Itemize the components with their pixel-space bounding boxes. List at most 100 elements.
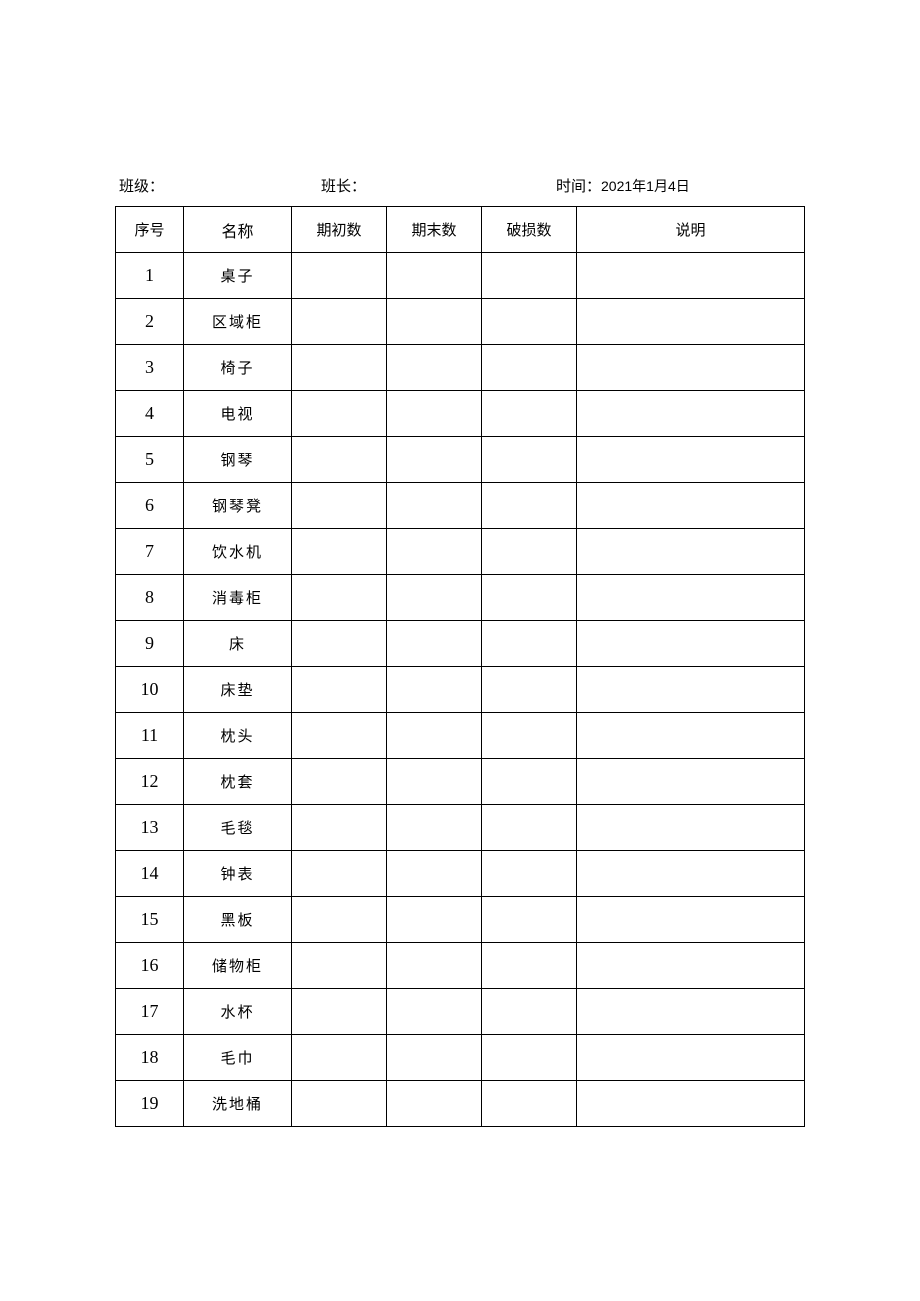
table-row: 10床垫 xyxy=(116,667,805,713)
cell-note xyxy=(577,713,805,759)
table-row: 12枕套 xyxy=(116,759,805,805)
cell-damage xyxy=(482,345,577,391)
cell-end xyxy=(387,621,482,667)
table-row: 3椅子 xyxy=(116,345,805,391)
table-row: 14钟表 xyxy=(116,851,805,897)
cell-start xyxy=(292,299,387,345)
cell-seq: 8 xyxy=(116,575,184,621)
cell-damage xyxy=(482,943,577,989)
cell-seq: 9 xyxy=(116,621,184,667)
table-row: 16储物柜 xyxy=(116,943,805,989)
cell-name: 床 xyxy=(184,621,292,667)
cell-damage xyxy=(482,897,577,943)
class-label: 班级： xyxy=(119,175,321,196)
cell-end xyxy=(387,943,482,989)
cell-name: 饮水机 xyxy=(184,529,292,575)
cell-end xyxy=(387,299,482,345)
cell-name: 毛巾 xyxy=(184,1035,292,1081)
cell-name: 黑板 xyxy=(184,897,292,943)
cell-damage xyxy=(482,299,577,345)
date-label: 时间： xyxy=(556,179,601,195)
col-header-seq: 序号 xyxy=(116,207,184,253)
cell-damage xyxy=(482,621,577,667)
cell-end xyxy=(387,1035,482,1081)
cell-seq: 18 xyxy=(116,1035,184,1081)
cell-seq: 14 xyxy=(116,851,184,897)
cell-end xyxy=(387,575,482,621)
cell-seq: 2 xyxy=(116,299,184,345)
cell-damage xyxy=(482,529,577,575)
cell-seq: 15 xyxy=(116,897,184,943)
cell-damage xyxy=(482,667,577,713)
cell-start xyxy=(292,345,387,391)
cell-seq: 3 xyxy=(116,345,184,391)
page-container: 班级： 班长： 时间：2021年1月4日 序号 名称 期初数 期末数 破损数 说… xyxy=(0,0,920,1127)
table-row: 11枕头 xyxy=(116,713,805,759)
cell-seq: 11 xyxy=(116,713,184,759)
cell-start xyxy=(292,805,387,851)
cell-start xyxy=(292,667,387,713)
cell-name: 桌子 xyxy=(184,253,292,299)
cell-note xyxy=(577,299,805,345)
cell-note xyxy=(577,391,805,437)
cell-note xyxy=(577,621,805,667)
cell-start xyxy=(292,897,387,943)
cell-start xyxy=(292,1081,387,1127)
inventory-table: 序号 名称 期初数 期末数 破损数 说明 1桌子2区域柜3椅子4电视5钢琴6钢琴… xyxy=(115,206,805,1127)
cell-end xyxy=(387,851,482,897)
table-row: 15黑板 xyxy=(116,897,805,943)
cell-end xyxy=(387,713,482,759)
col-header-note: 说明 xyxy=(577,207,805,253)
cell-note xyxy=(577,805,805,851)
cell-name: 枕头 xyxy=(184,713,292,759)
cell-start xyxy=(292,759,387,805)
cell-start xyxy=(292,713,387,759)
cell-damage xyxy=(482,575,577,621)
cell-damage xyxy=(482,851,577,897)
header-row: 班级： 班长： 时间：2021年1月4日 xyxy=(115,175,805,196)
cell-seq: 4 xyxy=(116,391,184,437)
cell-start xyxy=(292,575,387,621)
cell-start xyxy=(292,529,387,575)
cell-note xyxy=(577,667,805,713)
cell-end xyxy=(387,759,482,805)
cell-seq: 7 xyxy=(116,529,184,575)
table-row: 7饮水机 xyxy=(116,529,805,575)
cell-seq: 5 xyxy=(116,437,184,483)
table-row: 6钢琴凳 xyxy=(116,483,805,529)
cell-seq: 17 xyxy=(116,989,184,1035)
cell-damage xyxy=(482,1081,577,1127)
col-header-end: 期末数 xyxy=(387,207,482,253)
cell-name: 床垫 xyxy=(184,667,292,713)
cell-name: 钟表 xyxy=(184,851,292,897)
cell-note xyxy=(577,1035,805,1081)
cell-name: 毛毯 xyxy=(184,805,292,851)
cell-seq: 19 xyxy=(116,1081,184,1127)
cell-damage xyxy=(482,253,577,299)
cell-start xyxy=(292,1035,387,1081)
leader-label: 班长： xyxy=(321,175,556,196)
cell-end xyxy=(387,667,482,713)
cell-name: 钢琴凳 xyxy=(184,483,292,529)
col-header-start: 期初数 xyxy=(292,207,387,253)
col-header-name: 名称 xyxy=(184,207,292,253)
cell-start xyxy=(292,483,387,529)
cell-end xyxy=(387,897,482,943)
table-row: 13毛毯 xyxy=(116,805,805,851)
cell-note xyxy=(577,529,805,575)
cell-start xyxy=(292,851,387,897)
table-row: 17水杯 xyxy=(116,989,805,1035)
cell-end xyxy=(387,529,482,575)
cell-note xyxy=(577,759,805,805)
cell-end xyxy=(387,253,482,299)
cell-damage xyxy=(482,1035,577,1081)
cell-start xyxy=(292,621,387,667)
cell-name: 洗地桶 xyxy=(184,1081,292,1127)
cell-seq: 13 xyxy=(116,805,184,851)
col-header-damage: 破损数 xyxy=(482,207,577,253)
table-row: 1桌子 xyxy=(116,253,805,299)
cell-note xyxy=(577,437,805,483)
cell-note xyxy=(577,943,805,989)
cell-start xyxy=(292,391,387,437)
cell-seq: 16 xyxy=(116,943,184,989)
